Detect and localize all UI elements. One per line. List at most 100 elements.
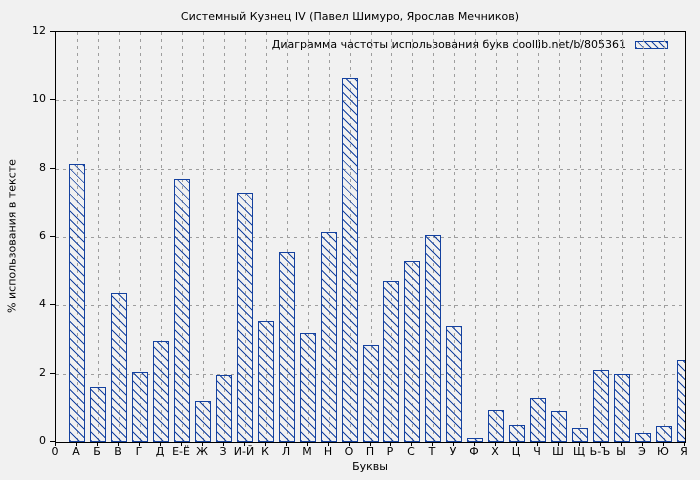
x-tick-label: Ц xyxy=(511,445,521,458)
bar xyxy=(279,252,295,442)
x-tick xyxy=(621,442,622,446)
bar xyxy=(614,374,630,442)
bar xyxy=(656,426,672,442)
chart-title: Системный Кузнец IV (Павел Шимуро, Яросл… xyxy=(180,10,520,23)
gridline-horizontal xyxy=(56,100,685,101)
gridline-horizontal xyxy=(56,169,685,170)
gridline-vertical xyxy=(622,32,623,442)
x-tick-label: Ш xyxy=(552,445,564,458)
gridline-vertical xyxy=(601,32,602,442)
bar xyxy=(321,232,337,442)
x-tick-label: М xyxy=(302,445,312,458)
x-origin-label: 0 xyxy=(51,445,59,458)
bar xyxy=(90,387,106,442)
gridline-vertical xyxy=(224,32,225,442)
x-tick xyxy=(600,442,601,446)
x-tick-label: Ч xyxy=(533,445,541,458)
bar xyxy=(509,425,525,442)
y-tick xyxy=(50,99,55,100)
x-tick-label: Ю xyxy=(657,445,669,458)
x-tick-label: Т xyxy=(428,445,436,458)
x-tick-label: Ь-Ъ xyxy=(589,445,611,458)
x-tick-label: Л xyxy=(281,445,291,458)
gridline-vertical xyxy=(287,32,288,442)
x-tick xyxy=(432,442,433,446)
x-tick xyxy=(160,442,161,446)
x-tick-label: Е-Ё xyxy=(172,445,190,458)
x-tick-label: Я xyxy=(680,445,688,458)
gridline-vertical xyxy=(161,32,162,442)
x-tick-label: В xyxy=(114,445,122,458)
gridline-vertical xyxy=(98,32,99,442)
y-tick xyxy=(50,304,55,305)
x-tick xyxy=(579,442,580,446)
x-tick xyxy=(97,442,98,446)
bar xyxy=(488,410,504,442)
bar xyxy=(383,281,399,442)
y-tick xyxy=(50,31,55,32)
x-tick-label: Х xyxy=(491,445,499,458)
x-tick-label: И-Й xyxy=(233,445,255,458)
x-tick-label: Ы xyxy=(616,445,626,458)
x-tick-label: Д xyxy=(155,445,165,458)
x-tick xyxy=(223,442,224,446)
legend-label: Диаграмма частоты использования букв coo… xyxy=(271,38,626,51)
y-tick-label: 0 xyxy=(39,434,46,447)
x-tick xyxy=(411,442,412,446)
x-tick xyxy=(181,442,182,446)
y-tick-label: 8 xyxy=(39,161,46,174)
x-tick xyxy=(370,442,371,446)
bar xyxy=(635,433,651,442)
x-tick xyxy=(76,442,77,446)
bar xyxy=(593,370,609,442)
gridline-vertical xyxy=(140,32,141,442)
gridline-horizontal xyxy=(56,237,685,238)
gridline-vertical xyxy=(412,32,413,442)
x-tick xyxy=(349,442,350,446)
y-tick xyxy=(50,168,55,169)
gridline-vertical xyxy=(308,32,309,442)
bar xyxy=(258,321,274,442)
x-tick-label: С xyxy=(407,445,415,458)
gridline-vertical xyxy=(266,32,267,442)
bar xyxy=(195,401,211,442)
y-tick-label: 10 xyxy=(32,92,46,105)
bar xyxy=(153,341,169,442)
bar xyxy=(425,235,441,442)
x-tick-label: Ж xyxy=(196,445,208,458)
gridline-vertical xyxy=(454,32,455,442)
gridline-vertical xyxy=(685,32,686,442)
x-tick-label: А xyxy=(72,445,80,458)
gridline-vertical xyxy=(475,32,476,442)
legend: Диаграмма частоты использования букв coo… xyxy=(272,38,668,51)
y-tick-label: 2 xyxy=(39,366,46,379)
gridline-vertical xyxy=(580,32,581,442)
bar xyxy=(572,428,588,442)
y-tick xyxy=(50,373,55,374)
bar xyxy=(216,375,232,442)
x-tick xyxy=(495,442,496,446)
gridline-vertical xyxy=(391,32,392,442)
x-tick xyxy=(244,442,245,446)
bar xyxy=(363,345,379,442)
gridline-vertical xyxy=(119,32,120,442)
x-tick xyxy=(118,442,119,446)
x-tick xyxy=(202,442,203,446)
x-tick xyxy=(55,442,56,446)
bar xyxy=(467,438,483,442)
y-tick-label: 6 xyxy=(39,229,46,242)
bar xyxy=(446,326,462,442)
y-tick xyxy=(50,441,55,442)
bar xyxy=(300,333,316,442)
x-tick xyxy=(537,442,538,446)
y-tick-label: 12 xyxy=(32,24,46,37)
x-tick xyxy=(642,442,643,446)
gridline-vertical xyxy=(371,32,372,442)
x-tick-label: О xyxy=(344,445,354,458)
gridline-vertical xyxy=(643,32,644,442)
x-tick-label: У xyxy=(449,445,457,458)
x-tick xyxy=(558,442,559,446)
gridline-vertical xyxy=(664,32,665,442)
x-tick xyxy=(453,442,454,446)
